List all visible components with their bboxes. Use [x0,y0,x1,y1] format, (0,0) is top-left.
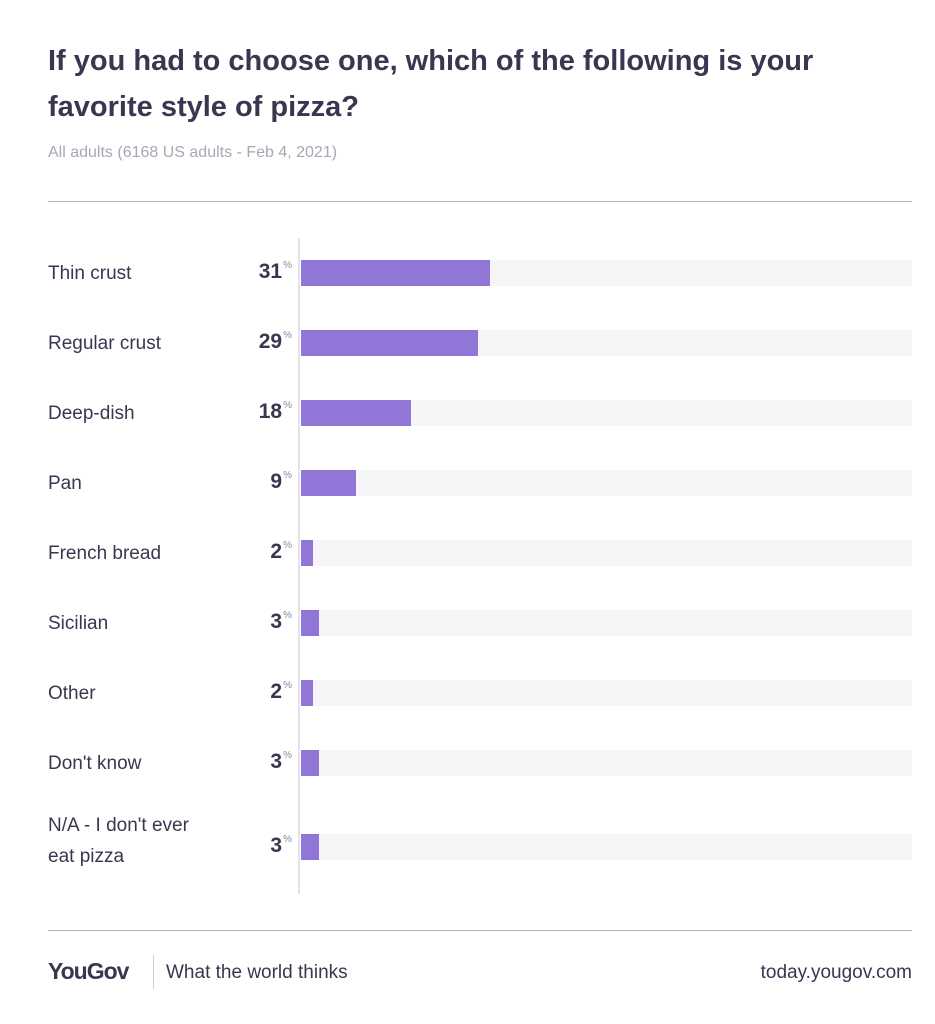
category-label: Sicilian [48,613,109,634]
percent-sign: % [283,834,292,845]
bar-track [301,260,912,286]
value-label: 3% [232,610,292,634]
percent-sign: % [283,400,292,411]
value-label: 3% [232,750,292,774]
category-label: French bread [48,543,162,564]
bar [301,400,411,426]
footer-site-link[interactable]: today.yougov.com [760,962,912,983]
percent-sign: % [283,610,292,621]
footer-separator [153,955,154,989]
value-number: 29 [258,330,283,353]
bar [301,540,314,566]
percent-sign: % [283,470,292,481]
bar-track [301,610,912,636]
bottom-divider [48,930,912,931]
value-number: 2 [270,680,283,703]
axis-line [298,238,300,894]
percent-sign: % [283,330,292,341]
bar [301,834,320,860]
category-label: Pan [48,473,82,494]
bar [301,260,491,286]
value-number: 9 [270,470,283,493]
footer-tagline: What the world thinks [166,962,348,983]
value-number: 3 [270,610,283,633]
percent-sign: % [283,750,292,761]
percent-sign: % [283,540,292,551]
percent-sign: % [283,680,292,691]
bar-track [301,834,912,860]
bar [301,610,320,636]
bar-track [301,330,912,356]
value-number: 3 [270,834,283,857]
bar-track [301,750,912,776]
bar-track [301,680,912,706]
category-label: Deep-dish [48,403,135,424]
category-label: Thin crust [48,263,132,284]
category-label: N/A - I don't ever eat pizza [48,815,189,867]
chart-title: If you had to choose one, which of the f… [48,45,814,123]
bar-track [301,400,912,426]
yougov-logo: YouGov [48,958,129,984]
value-label: 29% [232,330,292,354]
bar [301,470,356,496]
category-label: Regular crust [48,333,161,354]
value-label: 9% [232,470,292,494]
value-label: 2% [232,680,292,704]
category-label: Other [48,683,96,704]
chart-subtitle: All adults (6168 US adults - Feb 4, 2021… [48,144,338,161]
percent-sign: % [283,260,292,271]
value-number: 3 [270,750,283,773]
bar [301,750,320,776]
value-number: 2 [270,540,283,563]
value-number: 18 [258,400,283,423]
value-label: 2% [232,540,292,564]
top-divider [48,201,912,202]
bar [301,330,479,356]
category-label: Don't know [48,753,142,774]
value-number: 31 [258,260,283,283]
bar-track [301,470,912,496]
bar-track [301,540,912,566]
bar [301,680,314,706]
value-label: 31% [232,260,292,284]
value-label: 18% [232,400,292,424]
value-label: 3% [232,834,292,858]
